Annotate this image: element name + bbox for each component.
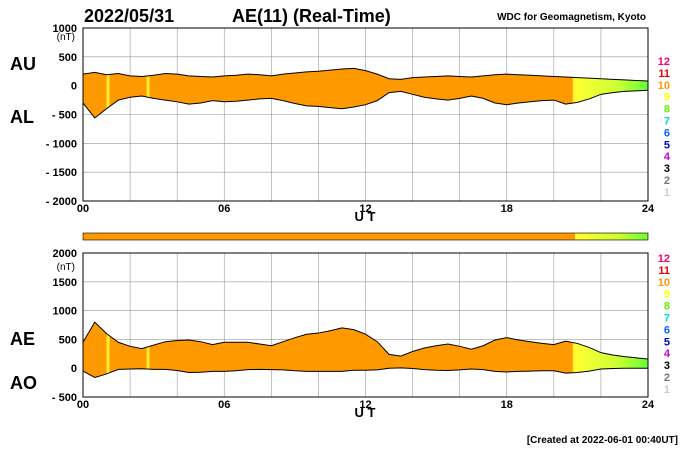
- station-scale-label: 12: [658, 56, 670, 68]
- x-tick-label: 00: [77, 203, 89, 215]
- bottom-panel-frame: [82, 252, 649, 398]
- y-tick-label: 500: [59, 334, 77, 346]
- y-unit-label: (nT): [57, 32, 75, 43]
- x-tick-label: 06: [218, 399, 230, 411]
- x-tick-label: 12: [359, 203, 371, 215]
- station-scale-label: 3: [664, 360, 670, 372]
- series-line-ao: [83, 367, 648, 378]
- station-scale-label: 5: [664, 139, 670, 151]
- y-label-au: AU: [10, 54, 36, 74]
- station-scale-label: 1: [664, 187, 670, 199]
- station-scale-label: 4: [664, 348, 671, 360]
- station-scale-label: 7: [664, 116, 670, 128]
- station-scale-label: 11: [658, 265, 670, 277]
- station-scale-label: 6: [664, 127, 670, 139]
- station-scale-label: 5: [664, 336, 670, 348]
- station-stripe: [106, 68, 110, 118]
- station-scale-label: 1: [664, 384, 670, 396]
- station-scale-label: 8: [664, 301, 670, 313]
- top-panel-frame: [82, 27, 649, 202]
- series-line-au: [83, 67, 648, 82]
- station-scale-label: 9: [664, 289, 670, 301]
- y-tick-label: - 2000: [46, 196, 77, 208]
- x-tick-label: 18: [501, 399, 513, 411]
- station-stripe: [146, 322, 150, 378]
- y-tick-label: 1000: [53, 306, 77, 318]
- y-tick-label: - 1500: [46, 167, 77, 179]
- y-label-al: AL: [10, 107, 34, 127]
- created-footer: [Created at 2022-06-01 00:40UT]: [527, 435, 678, 446]
- station-scale-label: 11: [658, 68, 670, 80]
- station-scale-label: 10: [658, 80, 670, 92]
- y-tick-label: 0: [71, 81, 77, 93]
- x-axis-label: U T: [355, 209, 376, 224]
- area-fill: [83, 68, 648, 118]
- x-tick-label: 00: [77, 399, 89, 411]
- station-scale-label: 6: [664, 324, 670, 336]
- y-tick-label: 2000: [53, 248, 77, 260]
- station-count-bar-late: [575, 233, 648, 240]
- station-count-bar: [82, 232, 649, 241]
- y-tick-label: 1500: [53, 277, 77, 289]
- y-tick-label: - 500: [52, 110, 77, 122]
- x-tick-label: 12: [359, 399, 371, 411]
- station-scale-label: 10: [658, 277, 670, 289]
- series-line-al: [83, 89, 648, 119]
- station-stripe: [572, 322, 576, 378]
- station-scale-label: 3: [664, 163, 670, 175]
- y-label-ao: AO: [10, 373, 37, 393]
- y-tick-label: - 1000: [46, 138, 77, 150]
- area-fill: [83, 322, 648, 378]
- x-axis-label-2: U T: [355, 405, 376, 420]
- x-tick-label: 24: [642, 203, 655, 215]
- y-tick-label: 500: [59, 52, 77, 64]
- station-scale-label: 4: [664, 151, 671, 163]
- late-gradient: [575, 322, 648, 378]
- source-label: WDC for Geomagnetism, Kyoto: [497, 12, 646, 23]
- date-title: 2022/05/31: [84, 6, 174, 26]
- y-unit-label-2: (nT): [57, 262, 75, 273]
- station-scale-label: 12: [658, 253, 670, 265]
- station-stripe: [146, 68, 150, 118]
- x-tick-label: 24: [642, 399, 655, 411]
- y-label-ae: AE: [10, 329, 35, 349]
- station-stripe: [106, 322, 110, 378]
- y-tick-label: 0: [71, 363, 77, 375]
- station-scale-label: 8: [664, 104, 670, 116]
- y-tick-label: 1000: [53, 23, 77, 35]
- x-tick-label: 18: [501, 203, 513, 215]
- station-stripe: [572, 68, 576, 118]
- station-scale-label: 9: [664, 92, 670, 104]
- x-tick-label: 06: [218, 203, 230, 215]
- index-title: AE(11) (Real-Time): [232, 6, 391, 26]
- station-scale-label: 2: [664, 175, 670, 187]
- series-line-ae: [83, 321, 648, 360]
- station-scale-label: 7: [664, 313, 670, 325]
- y-tick-label: - 500: [52, 392, 77, 404]
- station-scale-label: 2: [664, 372, 670, 384]
